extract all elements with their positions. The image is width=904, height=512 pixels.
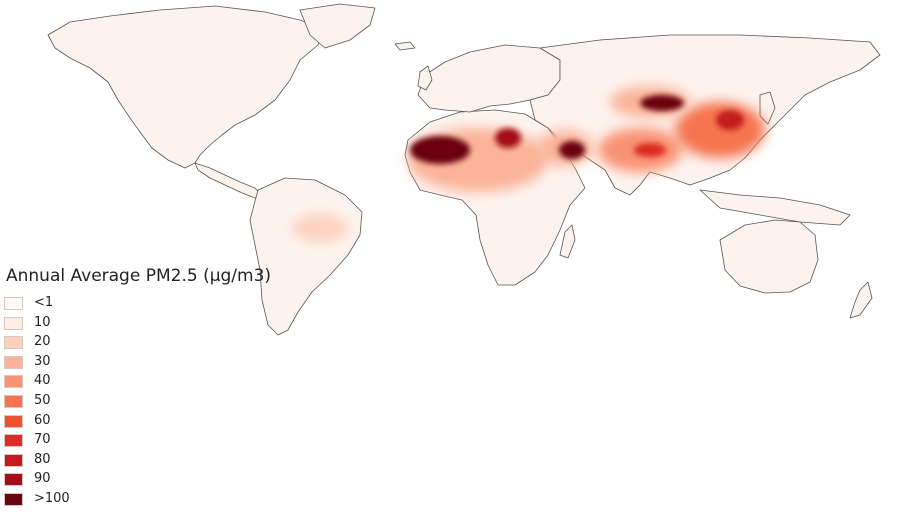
taklamakan-hotspot: [640, 95, 684, 111]
legend-swatch: [4, 434, 23, 448]
legend-label: 50: [34, 392, 51, 408]
legend-label: 40: [34, 373, 51, 389]
svalbard-islands: [394, 41, 416, 51]
legend-swatch: [4, 316, 23, 330]
north-america: [47, 5, 326, 169]
landmass-layer: [47, 3, 881, 336]
legend-label: 90: [34, 471, 51, 487]
legend-swatch: [4, 453, 23, 467]
legend-label: >100: [34, 490, 70, 506]
bodele-hotspot: [495, 128, 521, 148]
legend-swatch: [4, 394, 23, 408]
australia: [719, 219, 819, 294]
east-china-hotspot: [716, 110, 744, 130]
pollution-overlay: [292, 86, 765, 242]
china-haze: [675, 102, 765, 158]
south-america: [249, 177, 363, 336]
legend-label: 30: [34, 353, 51, 369]
legend-label: 70: [34, 432, 51, 448]
legend-label: 10: [34, 314, 51, 330]
legend-label: <1: [34, 295, 54, 310]
legend-label: 60: [34, 412, 51, 428]
arabia-hotspot: [559, 141, 585, 159]
legend-label: 20: [34, 334, 51, 350]
greenland: [299, 3, 376, 49]
japan: [759, 91, 776, 125]
amazon-haze: [292, 214, 348, 242]
uk-ireland: [417, 65, 433, 91]
madagascar: [559, 224, 576, 259]
west-sahara-hotspot: [410, 136, 470, 164]
gangetic-hotspot: [634, 143, 666, 157]
legend-swatch: [4, 336, 23, 350]
legend-swatch: [4, 375, 23, 389]
legend-swatch: [4, 355, 23, 369]
central-america: [194, 162, 263, 199]
legend-swatch: [4, 414, 23, 428]
legend-label: 80: [34, 451, 51, 467]
legend-title: Annual Average PM2.5 (µg/m3): [6, 266, 272, 286]
legend-swatch: [4, 492, 23, 506]
legend-swatch: [4, 297, 23, 310]
new-zealand: [849, 281, 873, 319]
legend-swatch: [4, 473, 23, 487]
southeast-asia: [699, 189, 851, 226]
